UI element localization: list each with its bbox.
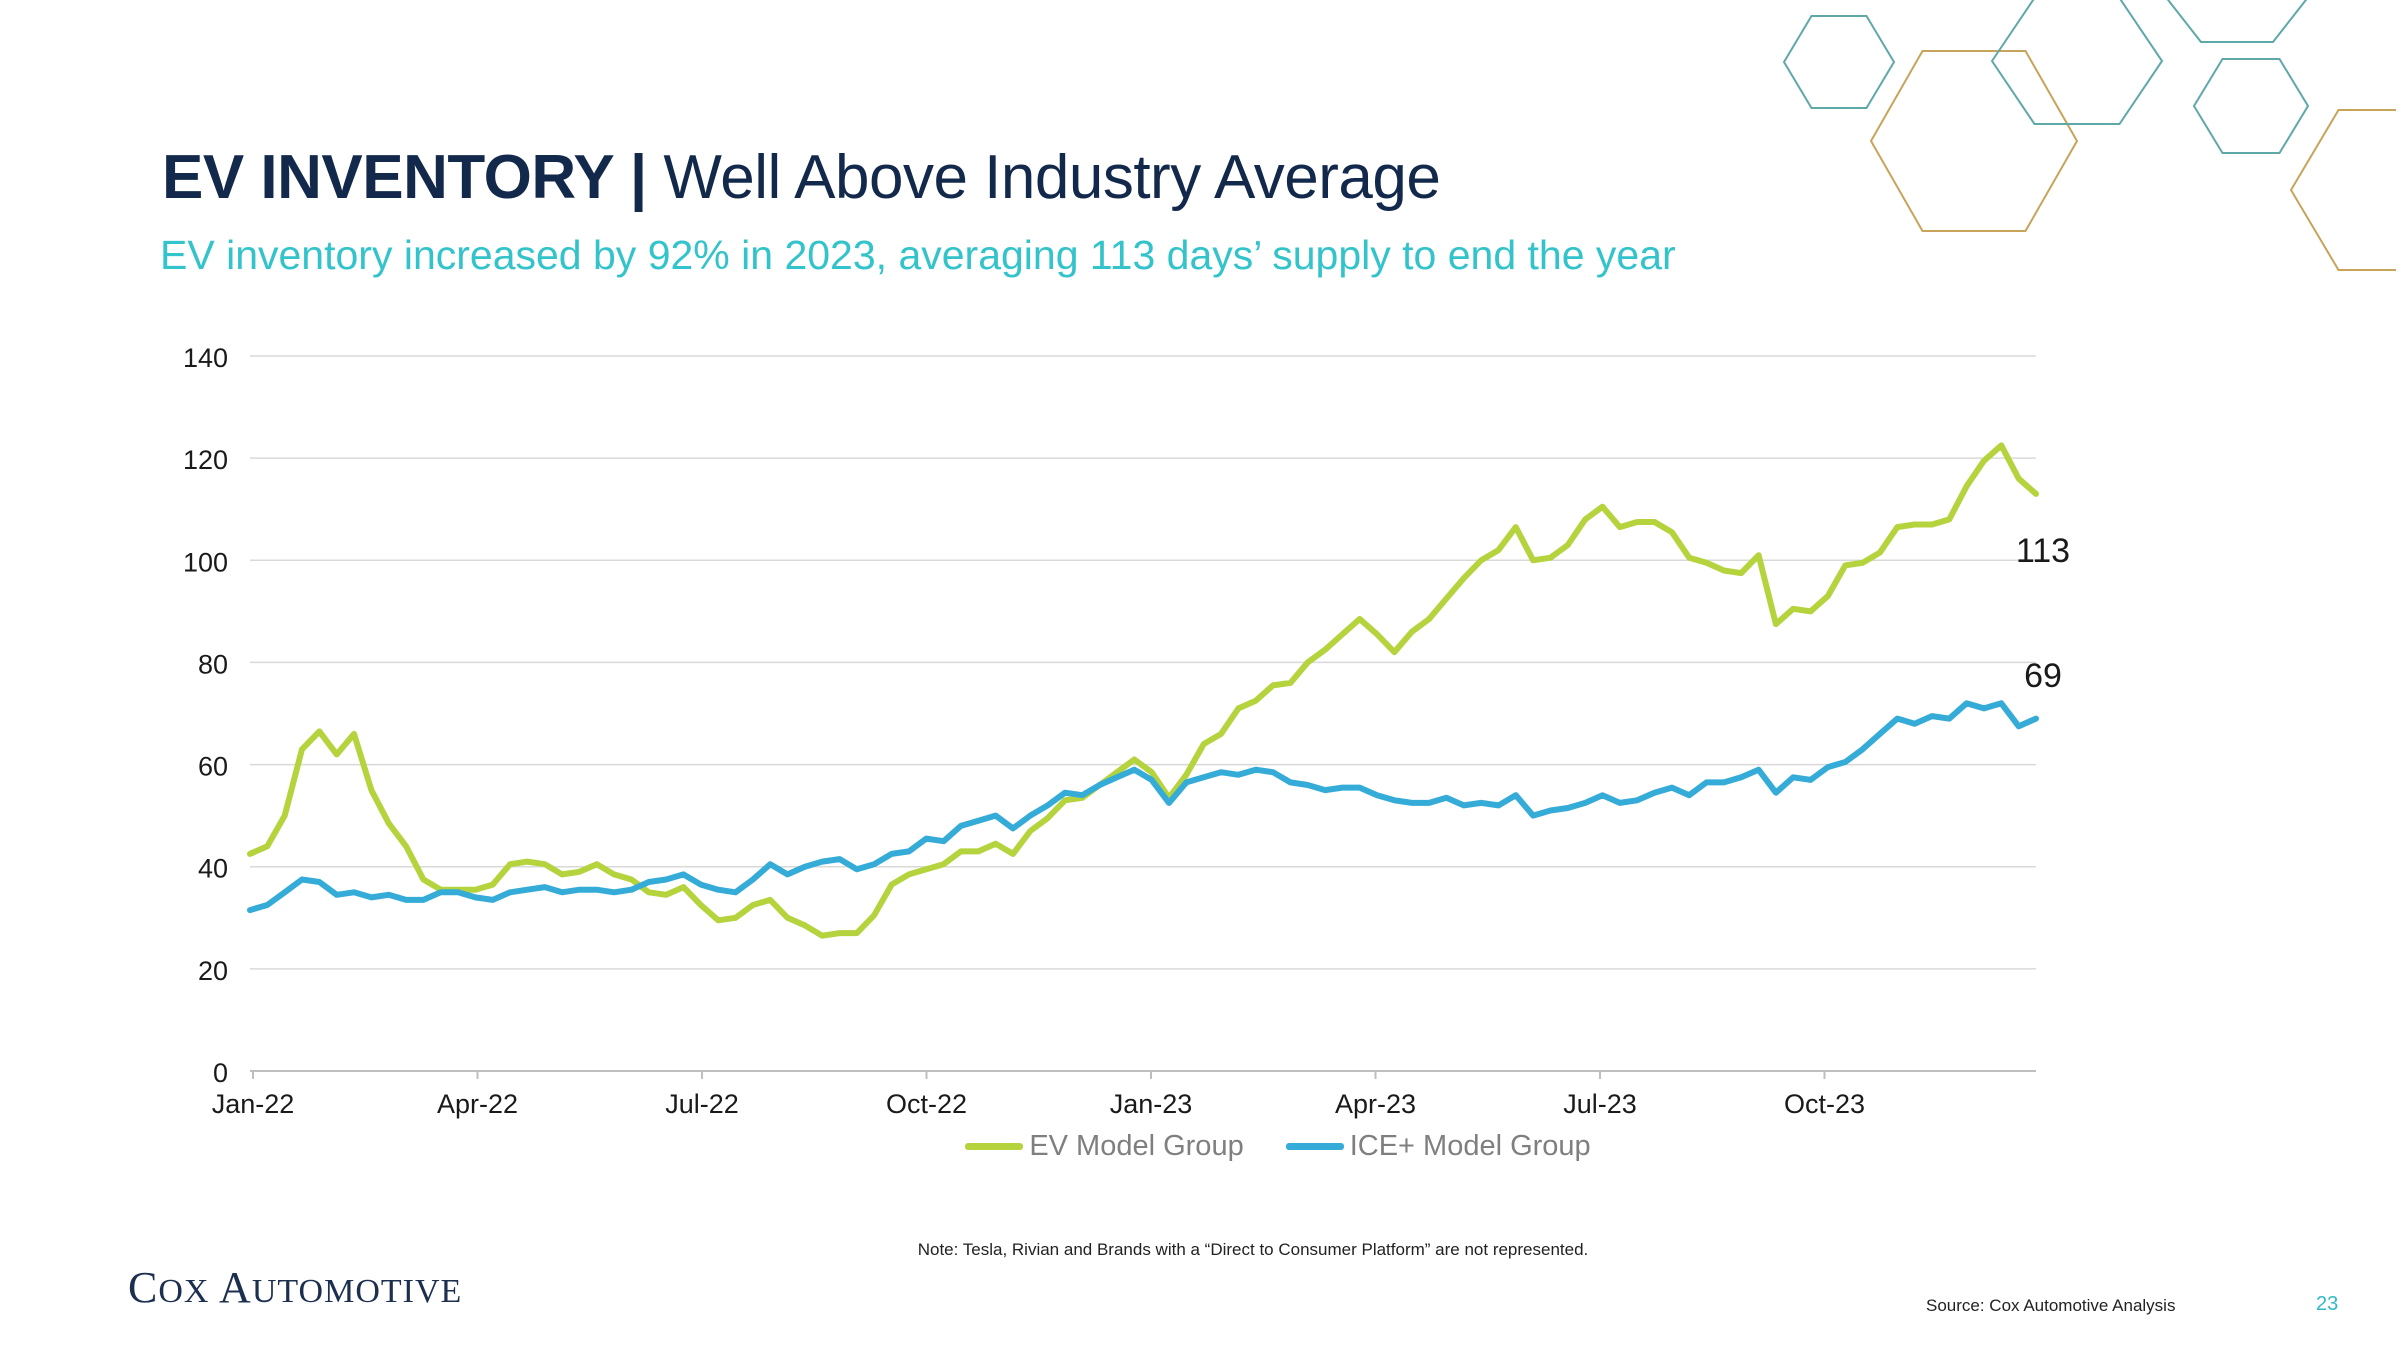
page-title: EV INVENTORY | Well Above Industry Avera… (162, 142, 1441, 213)
end-value-labels: 113 69 (2016, 532, 2070, 695)
chart-axes (250, 1070, 2036, 1079)
x-tick-label-jan-22: Jan-22 (212, 1089, 295, 1119)
ice-series-line (247, 700, 2039, 914)
ev-end-label: 113 (2016, 532, 2070, 570)
logo-letter-a: A (219, 1263, 252, 1312)
cox-automotive-logo: COX AUTOMOTIVE (128, 1262, 462, 1313)
logo-letters-utomotive: UTOMOTIVE (251, 1273, 463, 1310)
chart-gridlines (250, 355, 2036, 970)
y-tick-label-60: 60 (198, 752, 228, 782)
x-axis-tick-labels: Jan-22 Apr-22 Jul-22 Oct-22 Jan-23 Apr-23 Jul-… (212, 1089, 1865, 1119)
legend-label-ice: ICE+ Model Group (1349, 1130, 1591, 1162)
y-tick-label-140: 140 (183, 343, 228, 373)
y-tick-label-0: 0 (213, 1058, 228, 1088)
x-tick-label-apr-22: Apr-22 (437, 1089, 518, 1119)
hexagon-outline-large (1869, 50, 2079, 232)
y-tick-label-100: 100 (183, 547, 228, 577)
hexagon-outline-small-top-left (1782, 15, 1896, 109)
chart-series (247, 442, 2039, 939)
footnote: Note: Tesla, Rivian and Brands with a “D… (917, 1240, 1589, 1259)
title-light: Well Above Industry Average (646, 143, 1441, 212)
y-tick-label-120: 120 (183, 445, 228, 475)
title-bold: EV INVENTORY | (162, 143, 647, 212)
y-axis-tick-labels: 0 20 40 60 80 100 120 140 (183, 343, 228, 1088)
x-tick-label-oct-22: Oct-22 (886, 1089, 967, 1119)
legend-item-ev: EV Model Group (965, 1130, 1244, 1163)
source-note: Source: Cox Automotive Analysis (1926, 1296, 2176, 1315)
hexagon-outline-small-right (2192, 58, 2310, 154)
logo-letters-ox: OX (158, 1273, 210, 1310)
x-tick-label-apr-23: Apr-23 (1335, 1089, 1416, 1119)
logo-letter-c: C (128, 1263, 159, 1312)
x-tick-label-jul-22: Jul-22 (665, 1089, 739, 1119)
ev-series-line (247, 442, 2039, 939)
legend-item-ice: ICE+ Model Group (1285, 1130, 1591, 1163)
x-tick-label-jan-23: Jan-23 (1110, 1089, 1193, 1119)
chart-legend: EV Model Group ICE+ Model Group (0, 1130, 2396, 1163)
x-tick-label-jul-23: Jul-23 (1563, 1089, 1637, 1119)
page-number: 23 (2316, 1293, 2339, 1315)
legend-label-ev: EV Model Group (1029, 1130, 1244, 1162)
hexagon-outline-right-edge (2289, 109, 2396, 271)
y-tick-label-20: 20 (198, 956, 228, 986)
hexagon-outline-medium-top (1990, 0, 2164, 125)
x-tick-label-oct-23: Oct-23 (1784, 1089, 1865, 1119)
ice-end-label: 69 (2024, 657, 2062, 695)
page-subtitle: EV inventory increased by 92% in 2023, a… (160, 232, 1676, 278)
hexagon-outline-top-right (2166, 0, 2308, 43)
hexagon-decoration (1782, 0, 2396, 271)
legend-swatch-ev (965, 1143, 1024, 1150)
y-tick-label-40: 40 (198, 854, 228, 884)
legend-swatch-ice (1285, 1143, 1344, 1150)
y-tick-label-80: 80 (198, 649, 228, 679)
